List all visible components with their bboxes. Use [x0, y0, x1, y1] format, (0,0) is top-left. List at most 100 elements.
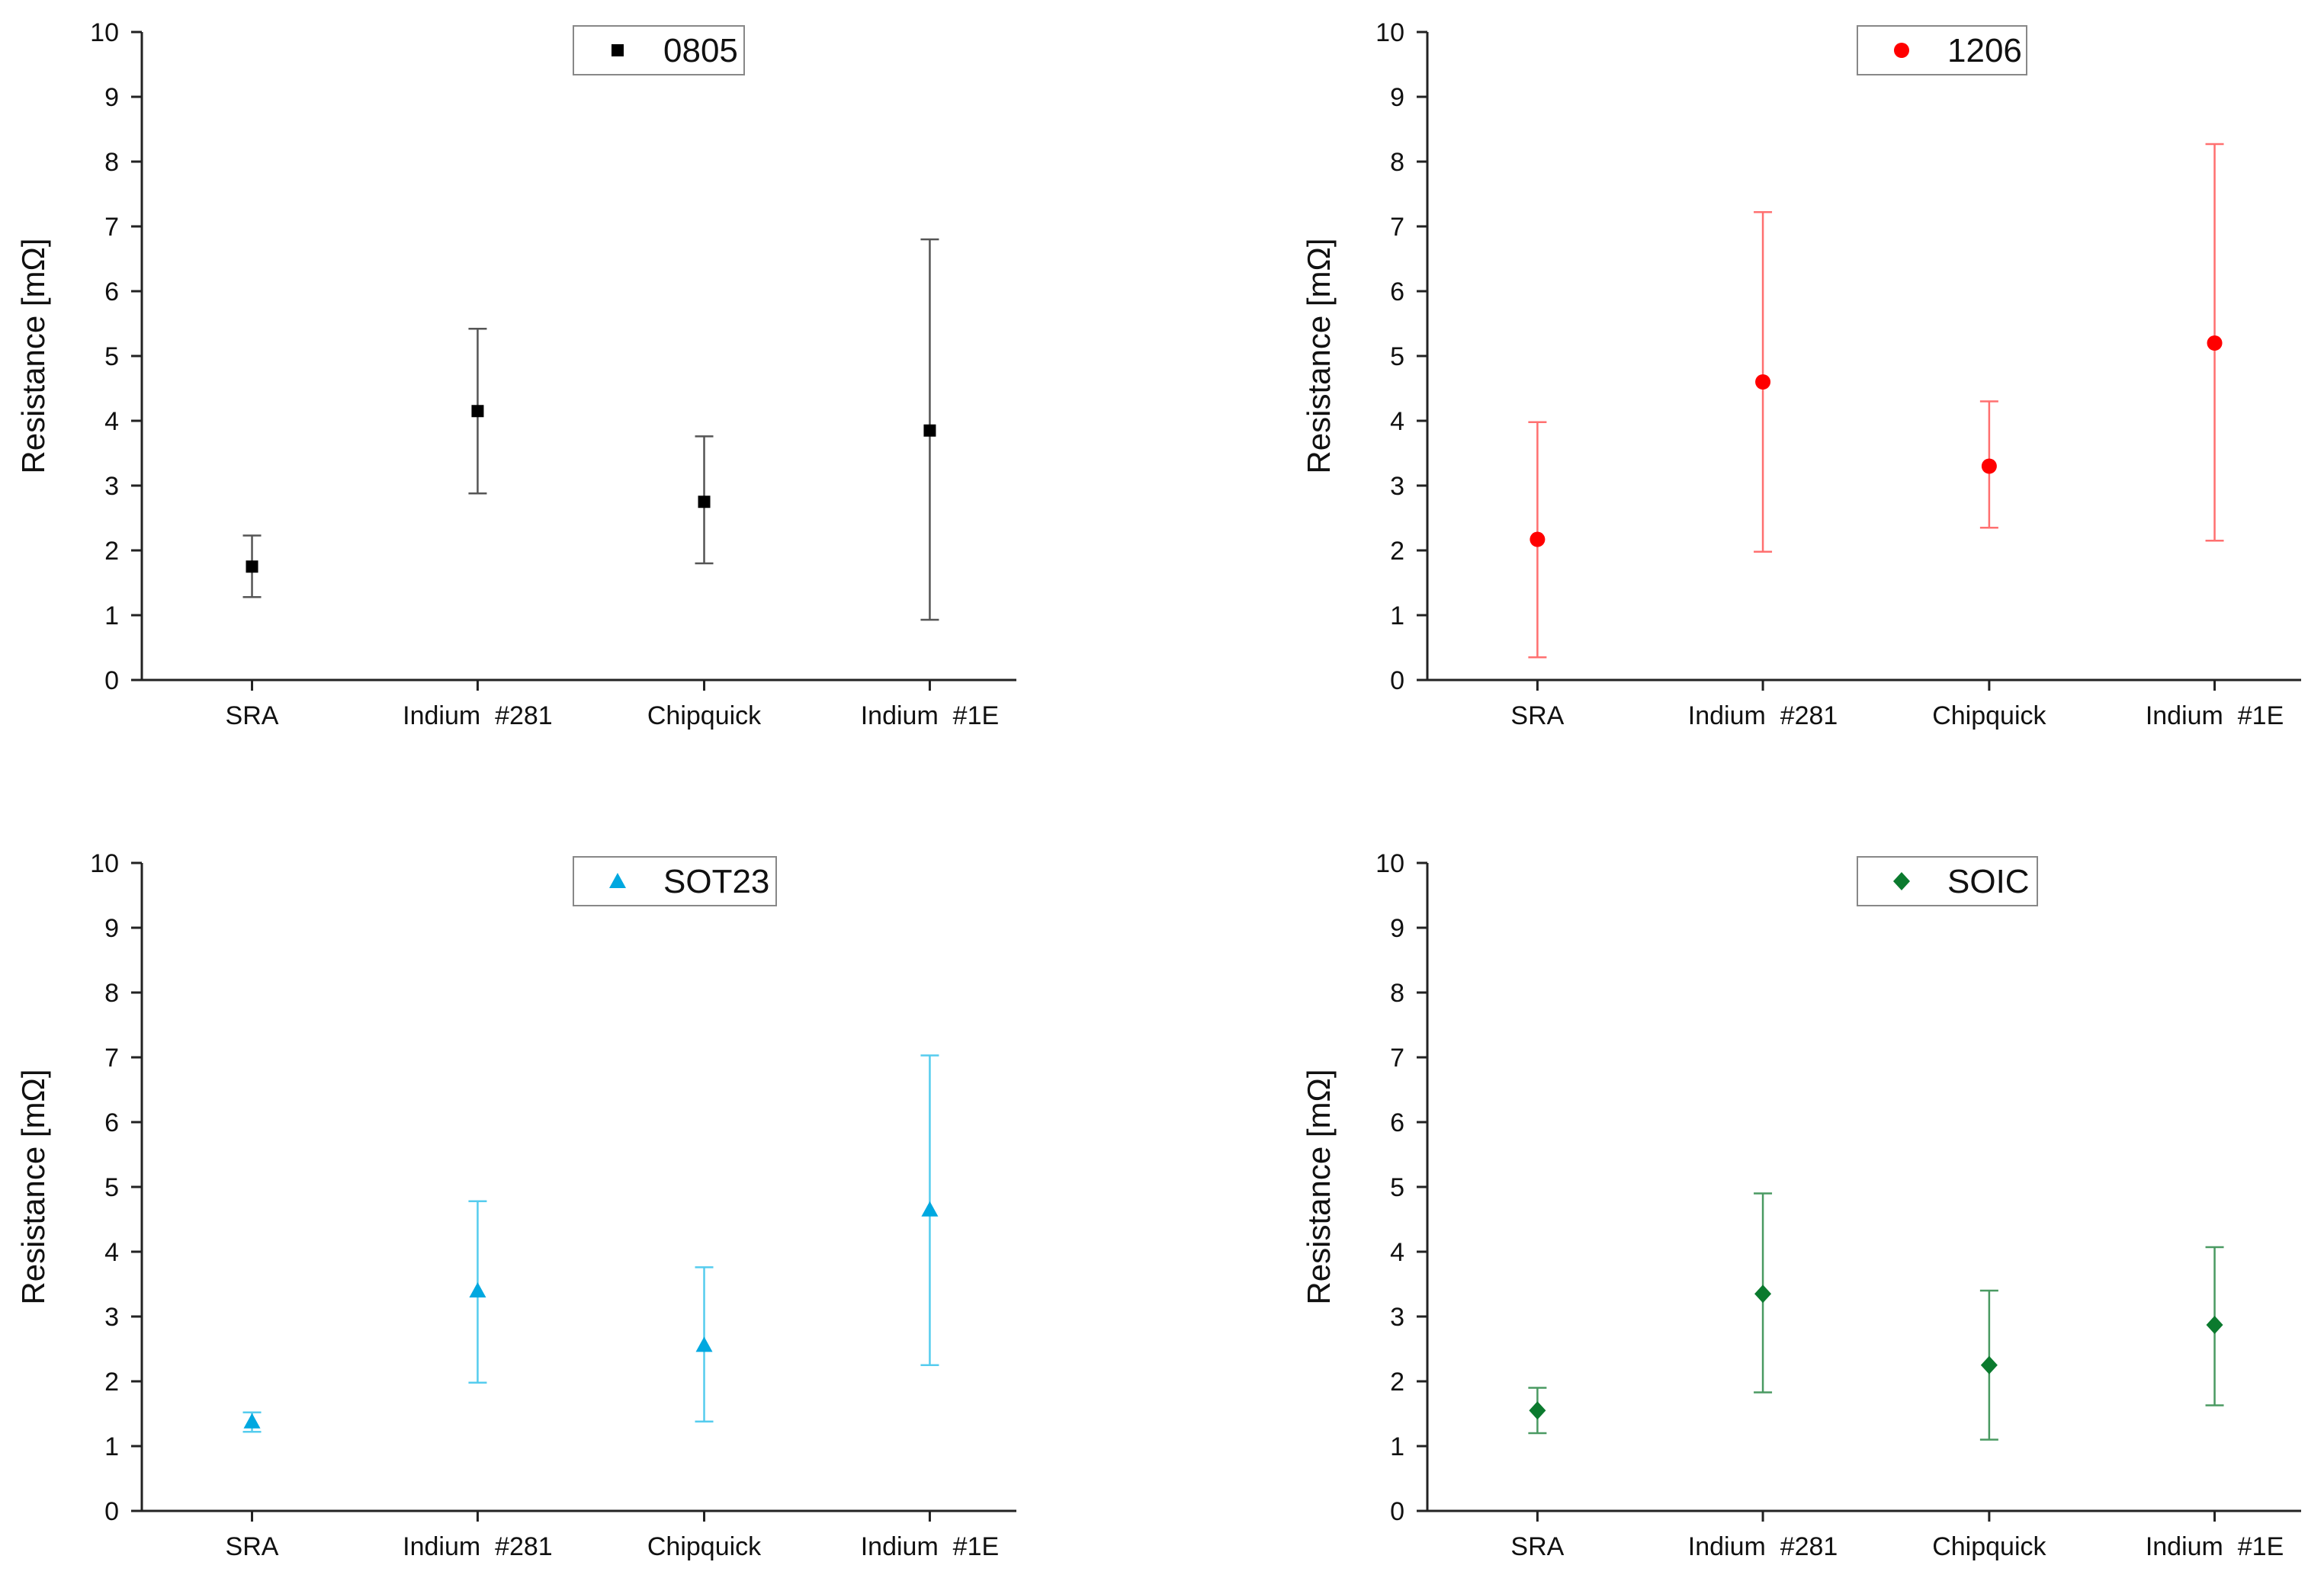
legend-box [1857, 856, 2038, 906]
legend: SOIC [1857, 856, 2038, 906]
data-point [695, 1336, 713, 1352]
y-tick-label: 4 [1390, 407, 1404, 436]
legend-marker [609, 873, 626, 888]
y-tick-label: 8 [1390, 148, 1404, 177]
legend-box [573, 25, 745, 75]
y-tick-label: 2 [104, 1368, 119, 1397]
data-point [243, 1413, 261, 1429]
x-category-label: Indium #1E [861, 701, 999, 730]
y-axis-title: Resistance [mΩ] [15, 1069, 51, 1304]
y-tick-label: 6 [1390, 1108, 1404, 1137]
legend-label: 0805 [663, 32, 738, 69]
y-tick-label: 6 [104, 1108, 119, 1137]
y-tick-label: 7 [104, 213, 119, 242]
y-tick-label: 6 [1390, 277, 1404, 306]
x-category-label: Indium #281 [1688, 1532, 1838, 1561]
y-axis-title: Resistance [mΩ] [1301, 1069, 1337, 1304]
y-tick-label: 0 [1390, 1497, 1404, 1526]
y-tick-label: 3 [104, 472, 119, 501]
data-point [698, 496, 711, 508]
chart-panel-0805: 0 1 2 3 4 5 6 7 8 9 10 SRA Indium #281 Chipquick Indiu… [15, 18, 1016, 730]
data-point [2206, 1316, 2223, 1335]
y-tick-label: 0 [104, 666, 119, 695]
y-tick-label: 9 [1390, 83, 1404, 112]
x-category-label: SRA [226, 701, 279, 730]
y-tick-label: 8 [1390, 979, 1404, 1008]
legend-label: SOT23 [663, 863, 769, 900]
data-point [2207, 335, 2223, 351]
y-tick-label: 9 [104, 83, 119, 112]
x-category-label: Indium #1E [861, 1532, 999, 1561]
x-category-label: Chipquick [1932, 1532, 2046, 1561]
y-tick-label: 10 [1375, 18, 1404, 47]
y-tick-label: 6 [104, 277, 119, 306]
x-category-label: Indium #1E [2146, 701, 2284, 730]
y-tick-label: 3 [1390, 472, 1404, 501]
y-tick-label: 3 [104, 1303, 119, 1332]
chart-panel-sot23: 0 1 2 3 4 5 6 7 8 9 10 SRA Indium #281 Chipquick Indiu… [15, 849, 1016, 1561]
data-point [469, 1282, 486, 1297]
y-tick-label: 4 [104, 1238, 119, 1267]
x-category-label: Indium #281 [403, 701, 553, 730]
y-tick-label: 0 [104, 1497, 119, 1526]
y-axis-title: Resistance [mΩ] [1301, 238, 1337, 473]
legend: 0805 [573, 25, 745, 75]
legend-marker [1894, 43, 1909, 58]
legend-label: 1206 [1947, 32, 2022, 69]
x-category-label: Chipquick [1932, 701, 2046, 730]
y-tick-label: 3 [1390, 1303, 1404, 1332]
chart-panel-1206: 0 1 2 3 4 5 6 7 8 9 10 SRA Indium #281 Chipquick Indiu… [1301, 18, 2301, 730]
y-tick-label: 0 [1390, 666, 1404, 695]
y-tick-label: 5 [1390, 1173, 1404, 1202]
data-point [246, 560, 258, 573]
y-tick-label: 9 [1390, 914, 1404, 943]
y-tick-label: 1 [104, 1432, 119, 1461]
legend-label: SOIC [1947, 863, 2030, 900]
x-category-label: Indium #281 [403, 1532, 553, 1561]
y-tick-label: 5 [104, 342, 119, 371]
data-point [923, 424, 936, 437]
legend: 1206 [1857, 25, 2027, 75]
y-tick-label: 5 [104, 1173, 119, 1202]
y-tick-label: 10 [90, 18, 119, 47]
legend-box [1857, 25, 2027, 75]
data-point [1529, 1401, 1546, 1420]
y-tick-label: 10 [90, 849, 119, 878]
y-tick-label: 4 [1390, 1238, 1404, 1267]
y-tick-label: 2 [1390, 1368, 1404, 1397]
legend: SOT23 [573, 856, 777, 906]
y-tick-label: 1 [1390, 1432, 1404, 1461]
data-point [471, 405, 484, 418]
y-tick-label: 1 [1390, 601, 1404, 630]
y-tick-label: 4 [104, 407, 119, 436]
x-category-label: Indium #1E [2146, 1532, 2284, 1561]
y-tick-label: 2 [1390, 537, 1404, 566]
data-point [1754, 1285, 1772, 1304]
y-tick-label: 7 [104, 1044, 119, 1073]
legend-marker [1893, 872, 1910, 890]
y-axis-title: Resistance [mΩ] [15, 238, 51, 473]
legend-box [573, 856, 777, 906]
x-category-label: SRA [1510, 701, 1564, 730]
x-category-label: Chipquick [647, 701, 762, 730]
x-category-label: Indium #281 [1688, 701, 1838, 730]
y-tick-label: 7 [1390, 213, 1404, 242]
y-tick-label: 8 [104, 148, 119, 177]
legend-marker [611, 44, 624, 56]
y-tick-label: 2 [104, 537, 119, 566]
y-tick-label: 10 [1375, 849, 1404, 878]
x-category-label: SRA [226, 1532, 279, 1561]
data-point [1530, 531, 1546, 547]
data-point [1981, 458, 1997, 474]
chart-panel-soic: 0 1 2 3 4 5 6 7 8 9 10 SRA Indium #281 Chipquick Indiu… [1301, 849, 2301, 1561]
y-tick-label: 8 [104, 979, 119, 1008]
data-point [1980, 1355, 1998, 1374]
y-tick-label: 5 [1390, 342, 1404, 371]
data-point [921, 1201, 939, 1217]
x-category-label: Chipquick [647, 1532, 762, 1561]
y-tick-label: 1 [104, 601, 119, 630]
x-category-label: SRA [1510, 1532, 1564, 1561]
data-point [1755, 374, 1771, 390]
y-tick-label: 9 [104, 914, 119, 943]
